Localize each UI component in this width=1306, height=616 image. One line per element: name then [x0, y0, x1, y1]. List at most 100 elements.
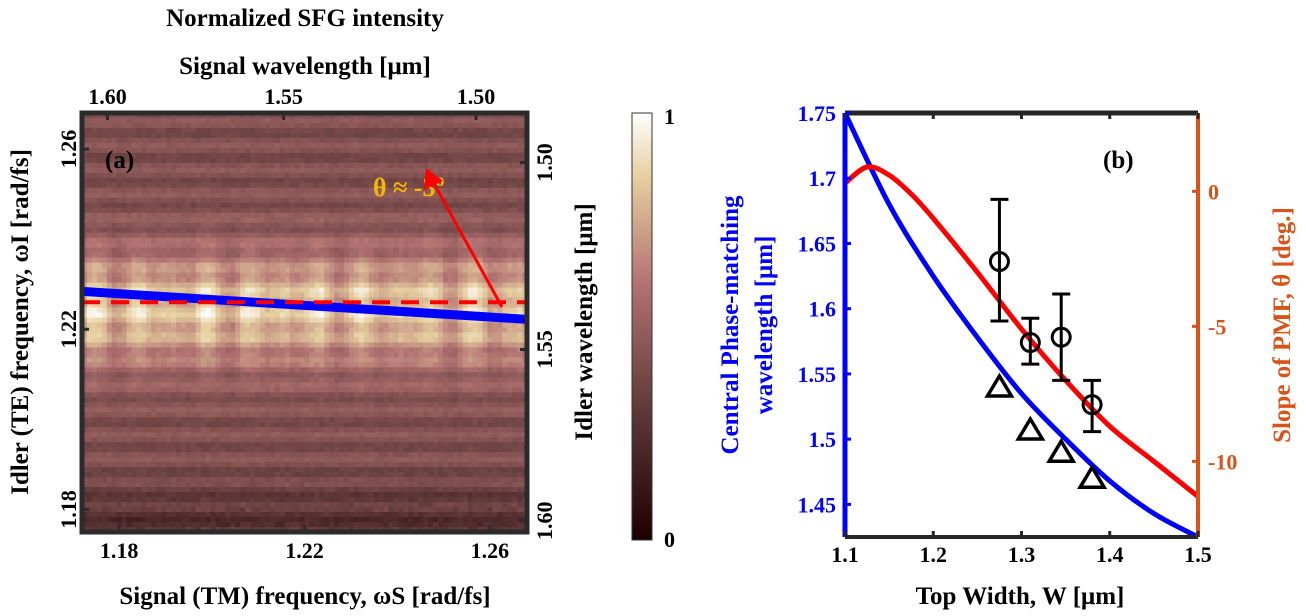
heatmap-cell: [284, 312, 291, 319]
heatmap-cell: [96, 267, 103, 274]
heatmap-cell: [136, 137, 142, 144]
heatmap-cell: [388, 292, 395, 299]
heatmap-cell: [457, 332, 464, 339]
heatmap-cell: [245, 247, 251, 254]
heatmap-cell: [319, 352, 325, 359]
heatmap-cell: [240, 237, 246, 244]
heatmap-cell: [245, 372, 251, 378]
heatmap-cell: [116, 152, 123, 159]
heatmap-cell: [477, 187, 484, 194]
heatmap-cell: [250, 377, 256, 383]
heatmap-cell: [319, 207, 325, 214]
heatmap-cell: [324, 172, 330, 179]
heatmap-cell: [299, 372, 306, 378]
heatmap-cell: [442, 277, 449, 284]
heatmap-cell: [220, 187, 226, 194]
heatmap-cell: [141, 127, 147, 134]
heatmap-cell: [121, 272, 128, 279]
heatmap-cell: [131, 212, 137, 219]
heatmap-cell: [86, 367, 93, 373]
heatmap-cell: [220, 322, 226, 329]
heatmap-cell: [363, 167, 370, 174]
heatmap-cell: [101, 252, 108, 259]
heatmap-cell: [82, 197, 88, 204]
heatmap-cell: [477, 177, 484, 184]
heatmap-cell: [428, 122, 434, 129]
heatmap-cell: [334, 297, 340, 304]
heatmap-cell: [438, 382, 444, 388]
heatmap-cell: [91, 277, 98, 284]
heatmap-cell: [373, 232, 380, 239]
heatmap-cell: [126, 347, 133, 354]
heatmap-cell: [294, 262, 301, 269]
heatmap-cell: [166, 247, 172, 254]
heatmap-cell: [349, 257, 355, 264]
heatmap-cell: [363, 227, 370, 234]
heatmap-cell: [131, 232, 137, 239]
heatmap-cell: [344, 212, 350, 219]
heatmap-cell: [215, 147, 222, 154]
heatmap-cell: [442, 157, 449, 164]
heatmap-cell: [175, 113, 182, 119]
heatmap-cell: [477, 362, 484, 368]
heatmap-cell: [512, 157, 518, 164]
heatmap-cell: [462, 207, 469, 214]
heatmap-cell: [190, 192, 197, 199]
heatmap-cell: [279, 152, 286, 159]
heatmap-cell: [195, 142, 202, 149]
heatmap-cell: [408, 207, 414, 214]
heatmap-cell: [269, 272, 276, 279]
heatmap-cell: [433, 207, 439, 214]
heatmap-cell: [324, 362, 330, 368]
heatmap-cell: [353, 187, 360, 194]
heatmap-cell: [156, 127, 162, 134]
heatmap-cell: [156, 137, 162, 144]
heatmap-cell: [373, 362, 380, 368]
heatmap-cell: [190, 217, 197, 224]
heatmap-cell: [161, 307, 167, 314]
heatmap-cell: [428, 212, 434, 219]
heatmap-cell: [274, 137, 281, 144]
heatmap-cell: [230, 257, 236, 264]
heatmap-cell: [91, 352, 98, 359]
heatmap-cell: [235, 127, 241, 134]
heatmap-cell: [180, 157, 187, 164]
heatmap-cell: [309, 117, 315, 124]
heatmap-cell: [472, 182, 479, 189]
heatmap-cell: [260, 342, 266, 349]
heatmap-cell: [269, 167, 276, 174]
heatmap-cell: [230, 202, 236, 209]
heatmap-cell: [274, 257, 281, 264]
heatmap-cell: [314, 372, 320, 378]
heatmap-cell: [457, 172, 464, 179]
heatmap-cell: [413, 372, 419, 378]
heatmap-cell: [156, 242, 162, 249]
heatmap-cell: [319, 232, 325, 239]
heatmap-cell: [368, 237, 375, 244]
heatmap-cell: [260, 202, 266, 209]
heatmap-cell: [497, 172, 503, 179]
heatmap-cell: [180, 387, 187, 393]
heatmap-cell: [131, 307, 137, 314]
heatmap-cell: [260, 327, 266, 334]
heatmap-cell: [349, 122, 355, 129]
heatmap-cell: [269, 192, 276, 199]
heatmap-cell: [393, 317, 400, 324]
heatmap-cell: [131, 357, 137, 364]
heatmap-cell: [492, 222, 498, 229]
heatmap-cell: [339, 202, 345, 209]
heatmap-cell: [111, 152, 118, 159]
heatmap-cell: [185, 192, 192, 199]
heatmap-cell: [210, 342, 217, 349]
heatmap-cell: [378, 197, 385, 204]
heatmap-cell: [467, 357, 474, 364]
heatmap-cell: [175, 337, 182, 344]
heatmap-cell: [121, 197, 128, 204]
heatmap-cell: [175, 247, 182, 254]
heatmap-cell: [398, 332, 404, 339]
heatmap-cell: [141, 232, 147, 239]
heatmap-cell: [329, 327, 335, 334]
heatmap-cell: [358, 277, 365, 284]
heatmap-cell: [284, 142, 291, 149]
heatmap-cell: [185, 127, 192, 134]
